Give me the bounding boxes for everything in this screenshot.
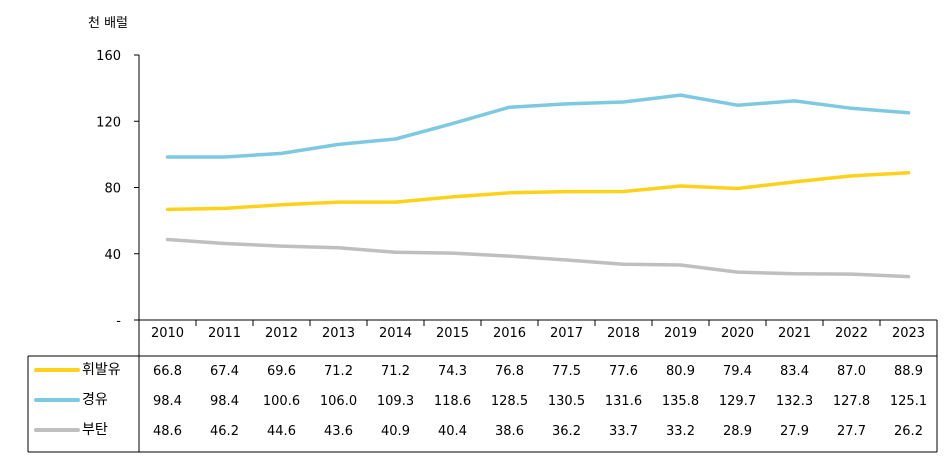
data-cell: 77.6 — [609, 364, 638, 379]
data-cell: 127.8 — [833, 394, 870, 409]
data-cell: 118.6 — [434, 394, 471, 409]
data-cell: 135.8 — [662, 394, 699, 409]
data-cell: 98.4 — [153, 394, 182, 409]
data-cell: 28.9 — [723, 424, 752, 439]
legend-label: 휘발유 — [82, 362, 121, 378]
data-cell: 80.9 — [666, 364, 695, 379]
x-tick-label: 2010 — [151, 326, 184, 341]
data-cell: 109.3 — [377, 394, 414, 409]
data-cell: 132.3 — [776, 394, 813, 409]
x-tick-label: 2016 — [493, 326, 526, 341]
data-cell: 128.5 — [491, 394, 528, 409]
y-tick-label: 40 — [104, 248, 121, 263]
series-line-0 — [165, 171, 911, 212]
series-line-1 — [165, 93, 911, 159]
data-cell: 36.2 — [552, 424, 581, 439]
data-cell: 33.7 — [609, 424, 638, 439]
x-tick-label: 2020 — [721, 326, 754, 341]
data-cell: 44.6 — [267, 424, 296, 439]
x-tick-label: 2011 — [208, 326, 241, 341]
data-cell: 98.4 — [210, 394, 239, 409]
x-tick-label: 2014 — [379, 326, 412, 341]
x-tick-label: 2013 — [322, 326, 355, 341]
data-cell: 27.9 — [780, 424, 809, 439]
data-cell: 106.0 — [320, 394, 357, 409]
data-table: 2010 2011 2012 2013 2014 2015 2016 2017 2018 2019… — [27, 319, 938, 453]
x-tick-label: 2021 — [778, 326, 811, 341]
data-cell: 131.6 — [605, 394, 642, 409]
data-cell: 26.2 — [894, 424, 923, 439]
y-tick-label: 80 — [104, 182, 121, 197]
y-tick-label: 160 — [96, 49, 121, 64]
x-tick-label: 2019 — [664, 326, 697, 341]
data-cell: 43.6 — [324, 424, 353, 439]
data-cell: 46.2 — [210, 424, 239, 439]
data-cell: 71.2 — [381, 364, 410, 379]
data-cell: 88.9 — [894, 364, 923, 379]
data-cell: 67.4 — [210, 364, 239, 379]
data-cell: 27.7 — [837, 424, 866, 439]
legend-label: 경유 — [82, 392, 108, 408]
data-cell: 33.2 — [666, 424, 695, 439]
data-cell: 74.3 — [438, 364, 467, 379]
data-cell: 87.0 — [837, 364, 866, 379]
x-tick-label: 2015 — [436, 326, 469, 341]
data-cell: 38.6 — [495, 424, 524, 439]
data-cell: 76.8 — [495, 364, 524, 379]
data-cell: 83.4 — [780, 364, 809, 379]
y-tick-label: 120 — [96, 115, 121, 130]
y-tick-label: - — [116, 314, 121, 329]
data-cell: 40.4 — [438, 424, 467, 439]
data-cell: 71.2 — [324, 364, 353, 379]
unit-label: 천 배럴 — [88, 16, 128, 31]
data-cell: 129.7 — [719, 394, 756, 409]
data-cell: 79.4 — [723, 364, 752, 379]
data-cell: 130.5 — [548, 394, 585, 409]
series-lines — [165, 93, 911, 279]
x-tick-label: 2012 — [265, 326, 298, 341]
series-line-2 — [165, 237, 911, 279]
x-tick-label: 2022 — [835, 326, 868, 341]
data-cell: 125.1 — [890, 394, 927, 409]
data-cell: 66.8 — [153, 364, 182, 379]
x-tick-label: 2023 — [892, 326, 925, 341]
legend-label: 부탄 — [82, 422, 108, 438]
data-cell: 48.6 — [153, 424, 182, 439]
x-tick-label: 2018 — [607, 326, 640, 341]
x-tick-label: 2017 — [550, 326, 583, 341]
y-axis: - 40 80 120 160 — [96, 49, 140, 329]
data-cell: 69.6 — [267, 364, 296, 379]
data-cell: 100.6 — [263, 394, 300, 409]
data-cell: 40.9 — [381, 424, 410, 439]
data-cell: 77.5 — [552, 364, 581, 379]
